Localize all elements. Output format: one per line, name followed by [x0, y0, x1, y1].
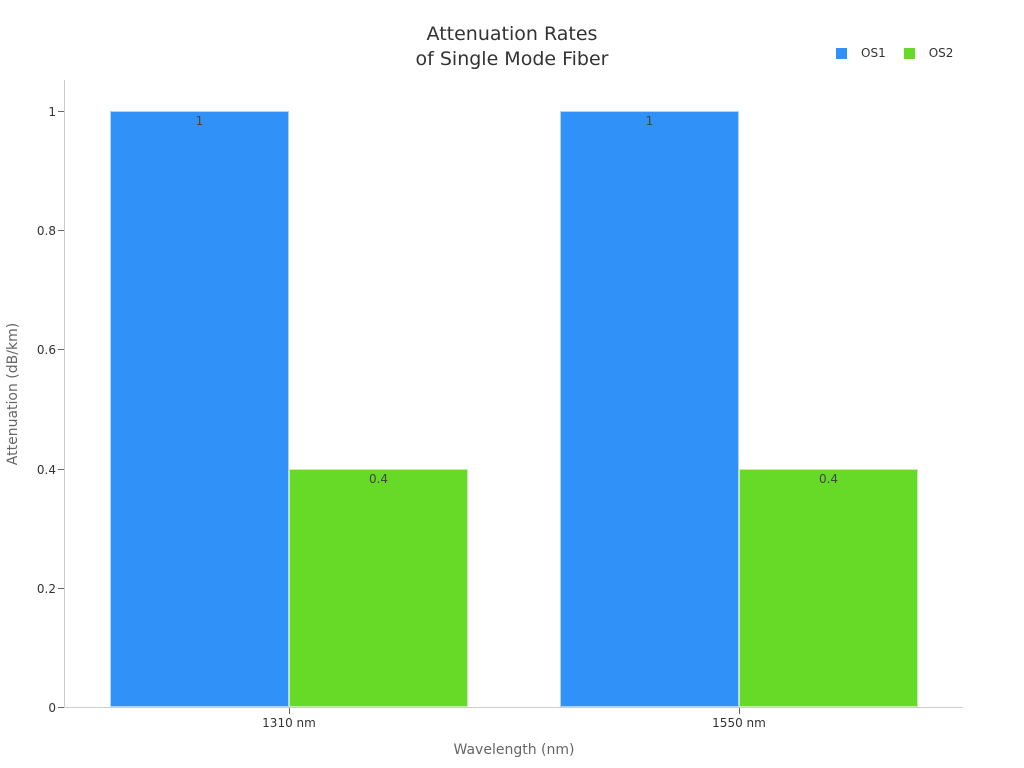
x-tick	[739, 708, 740, 714]
y-tick-label: 1	[48, 105, 56, 119]
y-tick-label: 0.6	[36, 343, 56, 358]
y-tick-label: 0.4	[36, 462, 56, 477]
bar-os1-1550nm[interactable]	[560, 111, 739, 707]
legend-item-os2[interactable]: OS2	[903, 46, 954, 60]
y-axis-label: Attenuation (dB/km)	[5, 322, 21, 466]
y-tick	[58, 707, 64, 708]
y-tick	[58, 111, 64, 112]
x-tick-label: 1550 nm	[712, 716, 766, 730]
bar-os2-1310nm[interactable]	[289, 468, 468, 707]
legend-swatch-os2	[903, 47, 915, 59]
bar-value-label: 1	[195, 114, 204, 128]
y-tick	[58, 349, 64, 351]
y-tick	[58, 230, 64, 232]
legend: OS1 OS2	[836, 46, 971, 60]
y-tick	[58, 468, 64, 470]
legend-item-os1[interactable]: OS1	[836, 46, 886, 60]
y-tick-label: 0.2	[36, 581, 56, 596]
legend-swatch-os1	[836, 47, 847, 59]
x-tick	[289, 708, 290, 714]
x-axis-label: Wavelength (nm)	[453, 742, 575, 758]
chart-title: Attenuation Rates of Single Mode Fiber	[0, 22, 1024, 72]
chart-title-line-2: of Single Mode Fiber	[415, 48, 609, 70]
legend-label-os1: OS1	[861, 46, 886, 60]
bar-value-label: 1	[645, 114, 654, 128]
y-tick	[58, 587, 64, 589]
bar-os1-1310nm[interactable]	[110, 111, 289, 707]
legend-label-os2: OS2	[928, 46, 954, 60]
y-axis-line	[64, 80, 65, 708]
bar-value-label: 0.4	[818, 471, 839, 486]
bar-os2-1550nm[interactable]	[739, 468, 918, 707]
bar-value-label: 0.4	[368, 471, 389, 486]
x-tick-label: 1310 nm	[262, 716, 316, 730]
x-axis-line	[64, 707, 963, 708]
chart-title-line-1: Attenuation Rates	[426, 23, 598, 45]
y-tick-label: 0.8	[36, 224, 56, 239]
y-tick-label: 0	[48, 701, 56, 715]
